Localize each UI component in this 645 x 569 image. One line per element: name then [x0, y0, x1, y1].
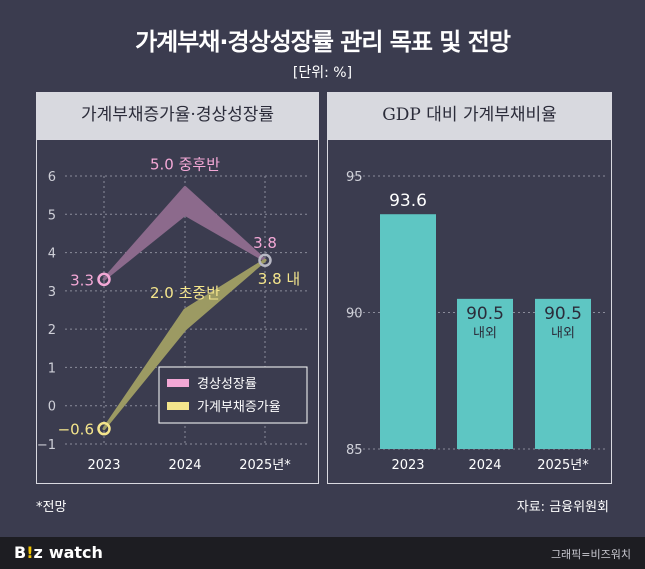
x-tick-label: 2024: [168, 458, 201, 473]
y-tick-label: 5: [48, 208, 56, 223]
bar-value-label: 90.5: [544, 304, 582, 324]
data-label: −0.6: [58, 421, 94, 439]
data-point-marker: [97, 421, 111, 436]
y-tick-label: −1: [37, 438, 56, 453]
x-tick-label: 2025년*: [537, 458, 589, 473]
page-title: 가계부채·경상성장률 관리 목표 및 전망: [135, 28, 511, 56]
bar: [457, 298, 513, 449]
left-chart-title: 가계부채증가율·경상성장률: [37, 93, 318, 140]
bar-sub-label: 내외: [551, 326, 575, 341]
legend-swatch-yellow: [167, 402, 189, 410]
data-label: 5.0 중후반: [150, 155, 220, 173]
y-tick-label: 0: [48, 400, 56, 415]
unit-label: [단위: %]: [292, 65, 353, 81]
x-tick-label: 2025년*: [239, 458, 291, 473]
y-tick-label: 3: [48, 285, 56, 300]
data-label: 3.8 내: [258, 270, 300, 288]
bar-sub-label: 내외: [473, 326, 497, 341]
bar: [535, 298, 591, 449]
data-point-marker: [97, 272, 111, 287]
bar-value-label: 93.6: [389, 191, 427, 211]
footnote: *전망: [36, 500, 67, 515]
bar-value-label: 90.5: [466, 304, 504, 324]
legend-box: [158, 366, 308, 424]
data-label: 3.3: [70, 271, 94, 289]
x-tick-label: 2024: [468, 458, 501, 473]
bar: [380, 214, 436, 449]
y-tick-label: 4: [48, 247, 56, 262]
line-chart: −1 0 1 2 3 4 5 6 2023 2024 2025년* 3.3 5.0 중후반 3.8 −0.6…: [37, 155, 308, 473]
left-chart-panel: 가계부채증가율·경상성장률 −1 0 1 2 3 4 5 6 2023 2024 2025년* 3.3…: [36, 92, 319, 484]
y-tick-label: 85: [346, 443, 363, 458]
y-tick-label: 90: [346, 307, 363, 322]
y-tick-label: 6: [48, 170, 56, 185]
y-tick-label: 1: [48, 361, 56, 376]
graphic-credit: 그래픽=비즈워치: [550, 548, 631, 561]
y-tick-label: 2: [48, 323, 56, 338]
data-label: 2.0 초중반: [150, 284, 220, 302]
data-label: 3.8: [253, 234, 277, 252]
x-tick-label: 2023: [391, 458, 424, 473]
footer-bar: B!z watch 그래픽=비즈워치: [0, 537, 645, 569]
y-tick-label: 95: [346, 170, 363, 185]
legend-label: 가계부채증가율: [197, 400, 281, 415]
source-label: 자료: 금융위원회: [516, 500, 609, 515]
bizwatch-logo[interactable]: B!z watch: [14, 543, 103, 562]
right-chart-panel: GDP 대비 가계부채비율 85 90 95 93.6 2023 90.5 내외 2024 90…: [327, 92, 612, 484]
right-chart-title: GDP 대비 가계부채비율: [328, 93, 611, 140]
x-tick-label: 2023: [87, 458, 120, 473]
legend-swatch-pink: [167, 379, 189, 387]
data-point-marker: [258, 253, 272, 267]
series-band-household-debt: [102, 258, 267, 431]
bar-chart: 85 90 95 93.6 2023 90.5 내외 2024 90.5 내외 2025년*: [346, 170, 605, 473]
legend-label: 경상성장률: [197, 377, 257, 392]
series-band-nominal-growth: [102, 185, 267, 281]
